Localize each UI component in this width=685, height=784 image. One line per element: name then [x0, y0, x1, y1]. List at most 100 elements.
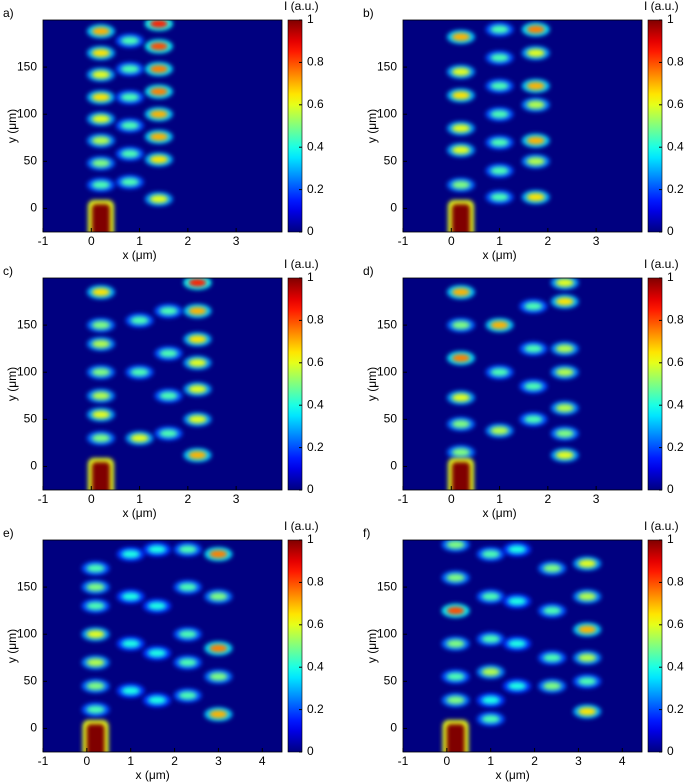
spot: [451, 91, 470, 100]
spot: [578, 653, 597, 662]
spot: [451, 180, 470, 189]
spot: [121, 686, 140, 695]
x-tick-label: 3: [593, 234, 600, 248]
spot: [481, 550, 500, 559]
spot: [86, 630, 105, 639]
colorbar-tick-label: 1: [307, 270, 314, 284]
y-tick-label: 50: [24, 412, 38, 426]
colorbar-tick-label: 0.2: [307, 182, 324, 196]
colorbar-label: I (a.u.): [284, 0, 319, 13]
spot: [86, 564, 105, 573]
y-tick-label: 100: [17, 106, 37, 120]
spot: [149, 155, 168, 164]
x-axis-label: x (μm): [496, 768, 530, 782]
spot: [490, 193, 509, 202]
spot: [481, 634, 500, 643]
spot-layer: [81, 542, 233, 752]
spot: [508, 682, 527, 691]
axes-frame: [42, 19, 283, 233]
spot: [91, 410, 110, 419]
spot: [524, 344, 543, 353]
x-tick-label: 1: [496, 492, 503, 506]
spot: [188, 278, 207, 287]
y-axis-label: y (μm): [5, 629, 19, 663]
spot: [188, 358, 207, 367]
spot: [451, 393, 470, 402]
spot: [120, 149, 139, 158]
colorbar-tick-label: 0.4: [307, 139, 324, 153]
spot: [446, 606, 465, 615]
spot: [451, 124, 470, 133]
spot: [451, 448, 470, 457]
spot: [481, 667, 500, 676]
x-tick-label: 1: [127, 754, 134, 768]
spot: [91, 114, 110, 123]
y-tick-label: 100: [17, 626, 37, 640]
x-tick-label: 2: [545, 492, 552, 506]
colorbar-tick-label: 1: [307, 532, 314, 546]
panel: -1 0 1 2 3 0 50 100 150 x (μm) y (μm) a) 0 0.2 0.4 0.6 0…: [3, 0, 324, 262]
x-tick-label: 0: [88, 234, 95, 248]
x-tick-label: -1: [398, 492, 409, 506]
input-waveguide: [446, 723, 465, 752]
x-tick-label: 4: [619, 754, 626, 768]
spot: [178, 583, 197, 592]
spot: [526, 136, 545, 145]
spot: [188, 415, 207, 424]
y-tick-label: 150: [377, 59, 397, 73]
colorbar-tick-label: 0.4: [307, 397, 324, 411]
colorbar-tick-label: 0.2: [307, 702, 324, 716]
spot: [451, 321, 470, 330]
colorbar-tick-label: 1: [667, 532, 674, 546]
spot: [508, 545, 527, 554]
colorbar-label: I (a.u.): [644, 519, 679, 533]
x-tick-label: 3: [233, 492, 240, 506]
spot: [490, 25, 509, 34]
spot: [91, 27, 110, 36]
colorbar-tick-label: 0.4: [667, 659, 684, 673]
y-tick-label: 150: [377, 317, 397, 331]
spot: [446, 639, 465, 648]
spot: [578, 625, 597, 634]
spot: [149, 132, 168, 141]
y-tick-label: 50: [384, 674, 398, 688]
spot: [120, 64, 139, 73]
y-tick-label: 100: [377, 626, 397, 640]
spot: [148, 545, 167, 554]
spot: [490, 53, 509, 62]
spot: [188, 385, 207, 394]
spot-layer: [446, 278, 579, 490]
panel-label: f): [363, 526, 370, 540]
spot: [91, 321, 110, 330]
colorbar-tick-label: 0: [307, 224, 314, 238]
colorbar: [287, 539, 303, 753]
spot: [148, 649, 167, 658]
x-tick-label: 1: [496, 234, 503, 248]
x-tick-label: -1: [398, 754, 409, 768]
spot: [86, 682, 105, 691]
x-tick-label: 1: [487, 754, 494, 768]
x-tick-label: -1: [38, 234, 49, 248]
spot: [451, 420, 470, 429]
y-tick-label: 0: [30, 459, 37, 473]
spot: [188, 306, 207, 315]
x-axis-label: x (μm): [482, 248, 516, 262]
spot: [543, 653, 562, 662]
spot: [543, 606, 562, 615]
y-tick-label: 0: [30, 201, 37, 215]
colorbar-tick-label: 0: [667, 224, 674, 238]
spot: [555, 278, 574, 287]
spot: [490, 81, 509, 90]
y-tick-label: 100: [17, 364, 37, 378]
x-axis-label: x (μm): [482, 506, 516, 520]
panel-label: a): [3, 6, 14, 20]
spot: [159, 429, 178, 438]
x-tick-label: 2: [531, 754, 538, 768]
x-tick-label: 2: [545, 234, 552, 248]
colorbar-tick-label: 1: [667, 270, 674, 284]
spot: [209, 672, 228, 681]
spot: [490, 321, 509, 330]
colorbar-tick-label: 1: [667, 12, 674, 26]
spot: [451, 67, 470, 76]
x-tick-label: 3: [215, 754, 222, 768]
